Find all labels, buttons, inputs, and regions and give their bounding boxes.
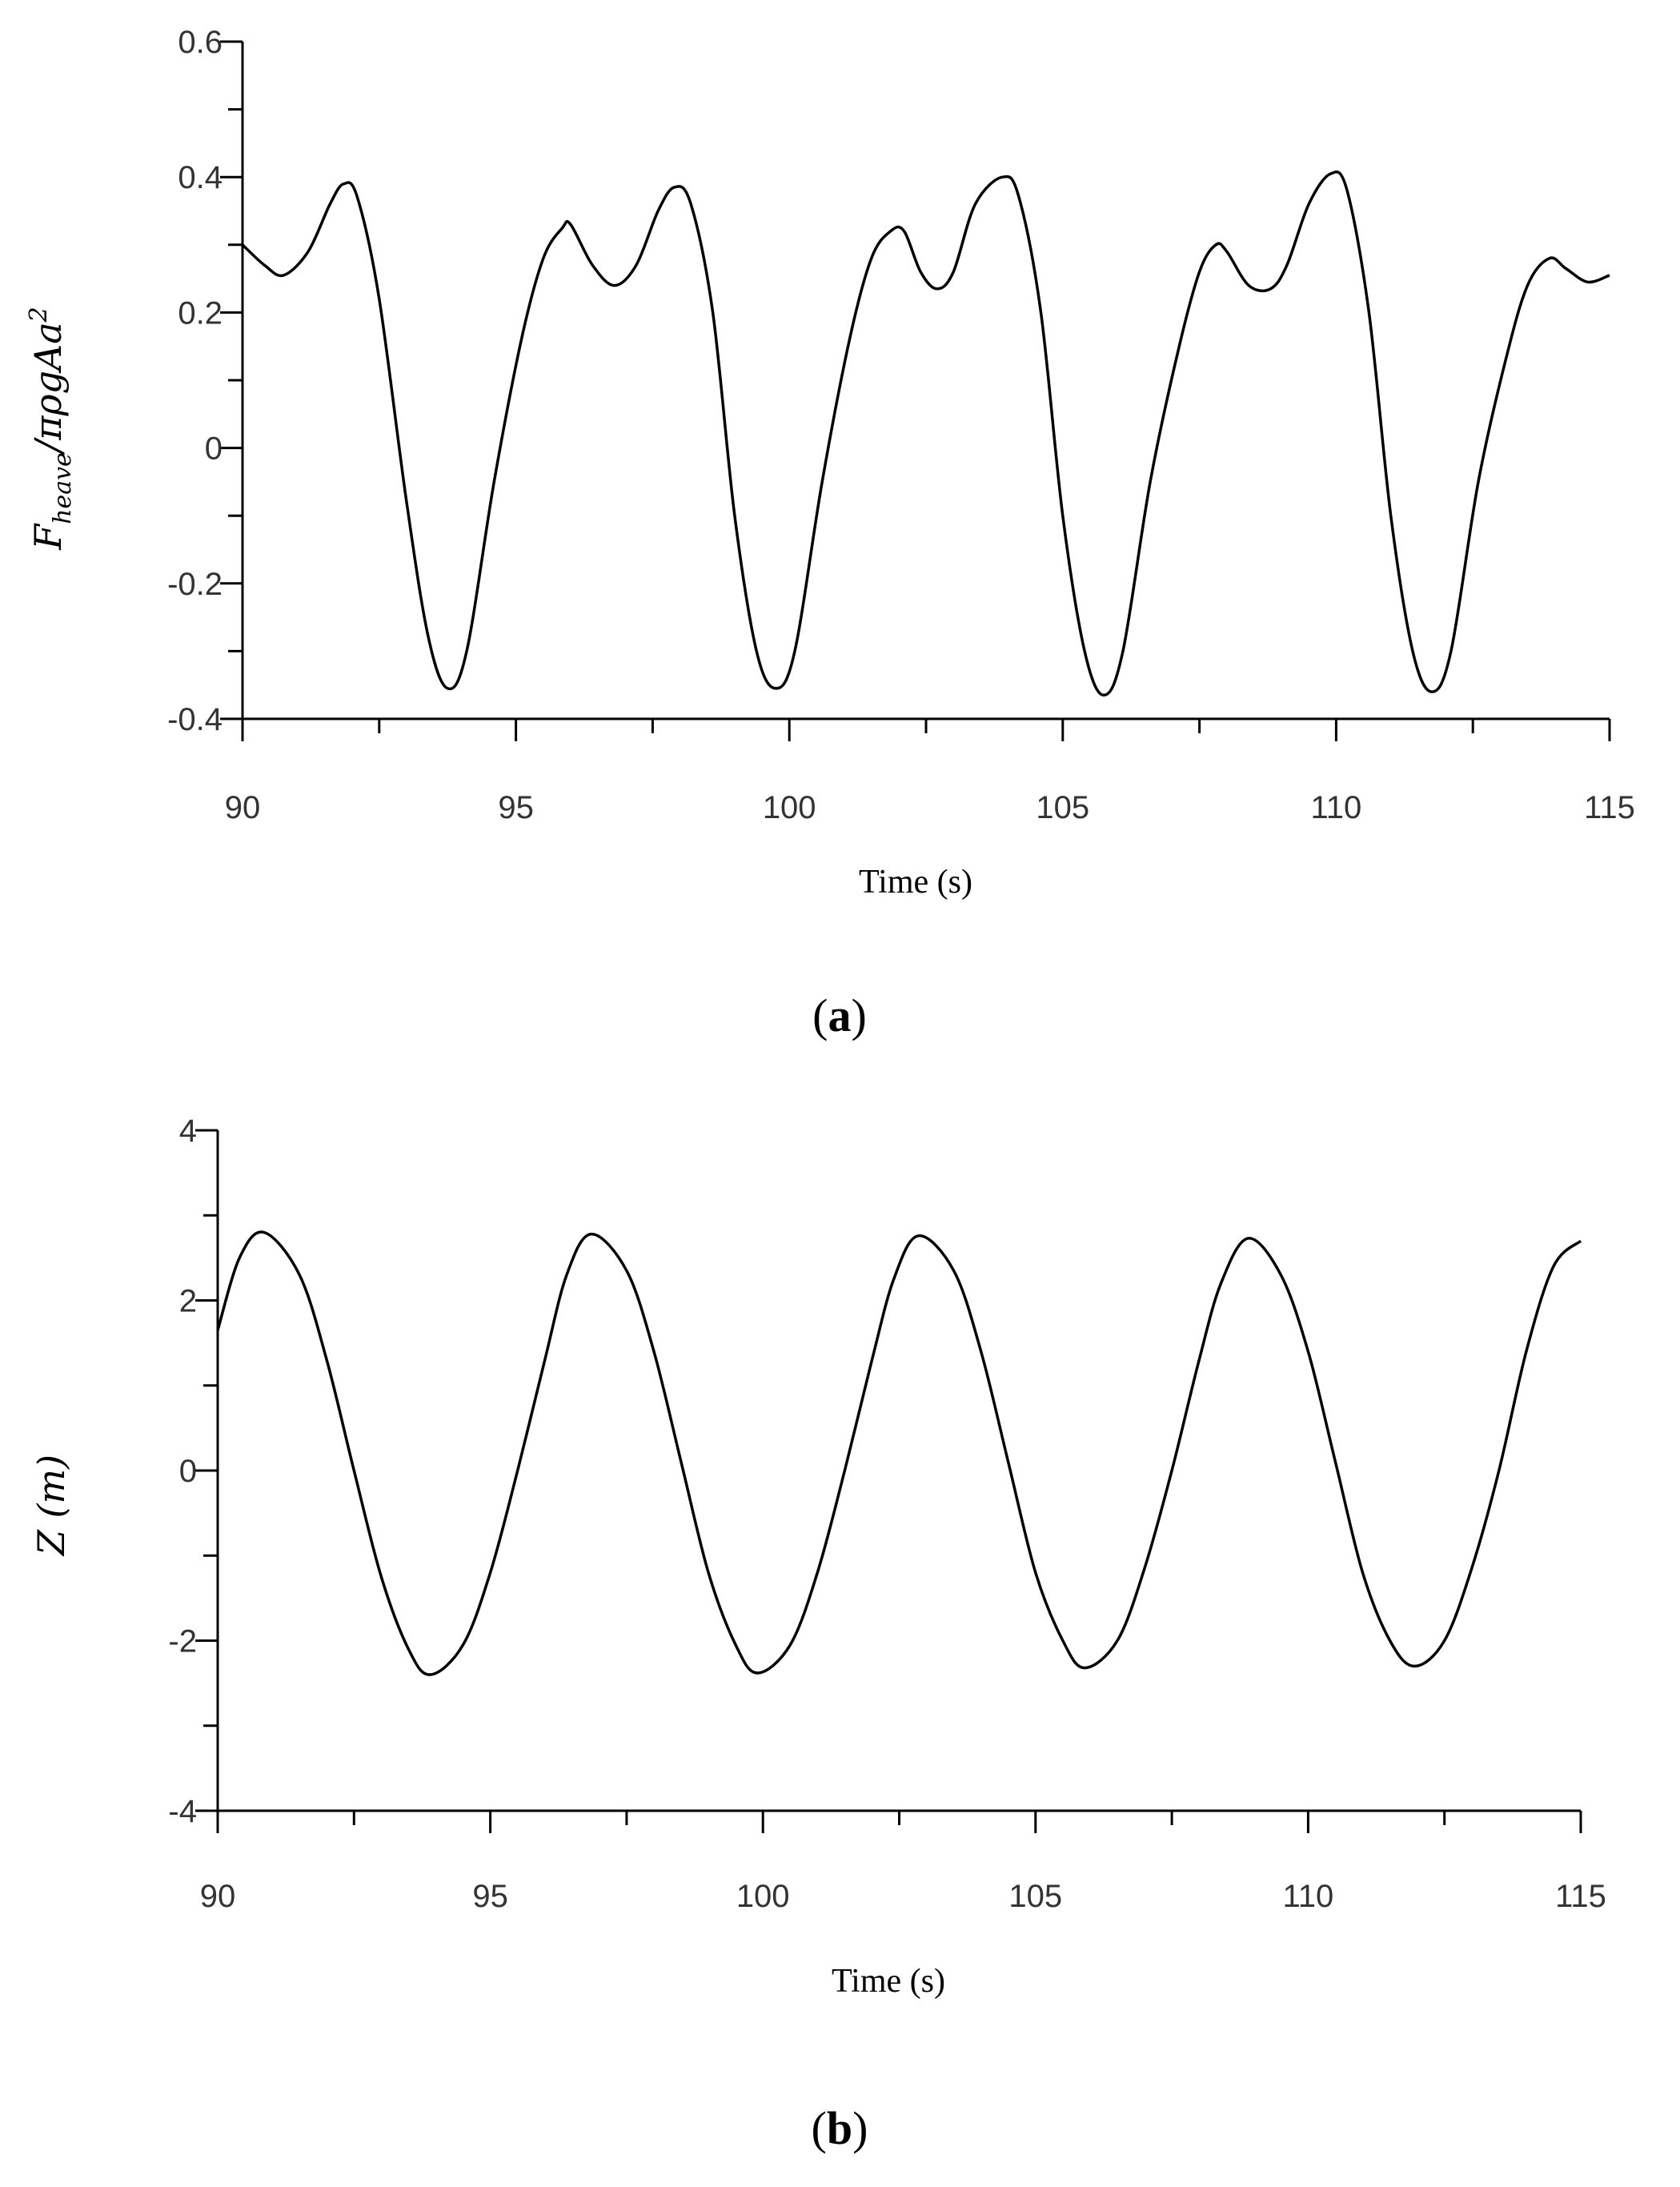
panel-a-label-open: ( (812, 989, 828, 1041)
series-line (241, 171, 1610, 697)
y-tick-label: -0.2 (167, 567, 223, 602)
x-tick-label: 100 (763, 790, 816, 825)
y-tick-label: 0.4 (178, 160, 223, 195)
panel-b-label-open: ( (812, 2102, 827, 2154)
y-tick-label: -2 (168, 1624, 197, 1659)
chart-a-y-axis-title: Fheave/πρgAa2 (25, 307, 77, 551)
chart-b-x-tick-labels: 90 95 100 105 110 115 (200, 1879, 1606, 1914)
y-tick-label: -4 (168, 1794, 197, 1829)
panel-a-label-close: ) (852, 989, 867, 1041)
chart-a-x-axis-title: Time (s) (859, 864, 972, 901)
chart-a-ylabel-sup: 2 (25, 307, 53, 323)
chart-panel-a: -0.4 -0.2 0 0.2 0.4 0.6 90 95 100 105 110 115 Time… (25, 25, 1635, 1041)
x-tick-label: 110 (1283, 1879, 1334, 1914)
panel-a-label-letter: a (828, 989, 852, 1041)
chart-a-ylabel-main: F (26, 523, 70, 551)
panel-b-label-close: ) (852, 2102, 868, 2154)
x-tick-label: 110 (1311, 790, 1362, 825)
panel-b-label: (b) (812, 2102, 868, 2154)
y-tick-label: -0.4 (167, 702, 223, 737)
chart-a-tick-marks (220, 40, 1611, 741)
y-tick-label: 0 (179, 1454, 197, 1489)
chart-a-ylabel-rest: /πρgAa (26, 322, 70, 455)
x-tick-label: 90 (225, 790, 261, 825)
y-tick-label: 2 (179, 1284, 197, 1319)
x-tick-label: 105 (1008, 1879, 1062, 1914)
x-tick-label: 105 (1036, 790, 1089, 825)
chart-b-x-axis-title: Time (s) (832, 1963, 945, 2000)
chart-b-series (216, 1230, 1582, 1676)
chart-a-ylabel-sub: heave (49, 452, 77, 524)
y-tick-label: 0.2 (178, 295, 223, 331)
chart-b-axes (216, 1130, 1581, 1812)
series-line (216, 1230, 1582, 1676)
x-tick-label: 115 (1555, 1879, 1606, 1914)
chart-b-y-axis-title: Z (m) (30, 1455, 73, 1557)
x-tick-label: 95 (498, 790, 534, 825)
y-tick-label: 4 (179, 1114, 197, 1149)
x-tick-label: 115 (1584, 790, 1635, 825)
x-tick-label: 100 (736, 1879, 790, 1914)
chart-a-x-tick-labels: 90 95 100 105 110 115 (225, 790, 1635, 825)
chart-b-tick-marks (195, 1129, 1582, 1833)
chart-a-series (241, 171, 1610, 697)
x-tick-label: 95 (472, 1879, 508, 1914)
x-tick-label: 90 (200, 1879, 236, 1914)
panel-b-label-letter: b (827, 2102, 852, 2154)
panel-a-label: (a) (812, 989, 867, 1041)
chart-b-y-tick-labels: -4 -2 0 2 4 (168, 1114, 197, 1829)
y-tick-label: 0.6 (178, 25, 223, 60)
chart-a-y-tick-labels: -0.4 -0.2 0 0.2 0.4 0.6 (167, 25, 223, 737)
y-tick-label: 0 (205, 431, 223, 467)
